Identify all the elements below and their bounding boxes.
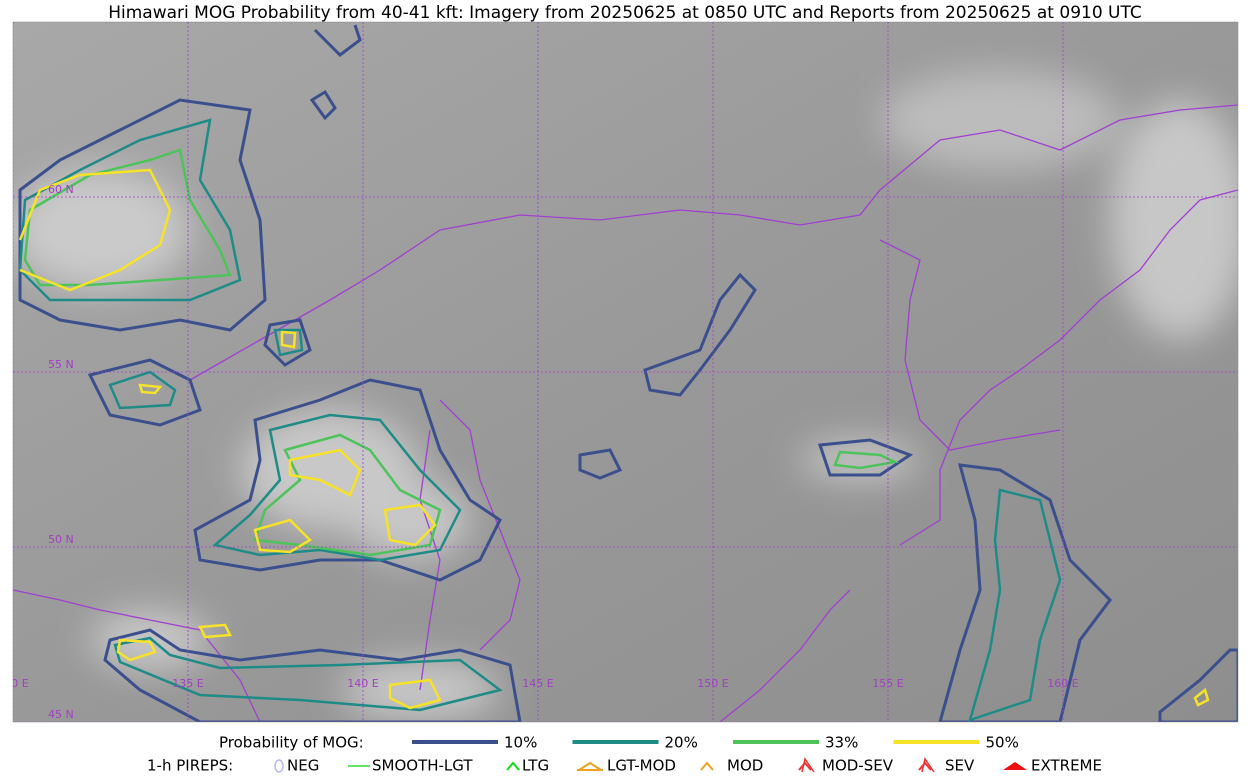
pirep-label: SEV bbox=[945, 757, 975, 775]
pirep-icon bbox=[801, 757, 815, 773]
lon-label: 130 E bbox=[0, 677, 29, 690]
lat-label: 55 N bbox=[48, 358, 74, 371]
legend-label: 20% bbox=[665, 734, 698, 752]
lon-label: 140 E bbox=[347, 677, 378, 690]
contours bbox=[18, 24, 1238, 722]
pirep-icon bbox=[798, 761, 812, 771]
title: Himawari MOG Probability from 40-41 kft:… bbox=[108, 3, 1142, 23]
pirep-label: MOD bbox=[727, 757, 763, 775]
pirep-icon bbox=[700, 761, 714, 771]
pirep-icon bbox=[274, 759, 284, 773]
lon-label: 145 E bbox=[522, 677, 553, 690]
pirep-icon bbox=[921, 757, 935, 773]
map: 130 E 135 E 140 E 145 E 150 E 155 E 160 E 60 N 5… bbox=[0, 22, 1238, 722]
lon-label: 160 E bbox=[1047, 677, 1078, 690]
lon-label: 155 E bbox=[872, 677, 903, 690]
pirep-icon bbox=[918, 761, 932, 771]
legend-label: 50% bbox=[986, 734, 1019, 752]
pireps-title: 1-h PIREPS: bbox=[147, 757, 233, 775]
coastlines bbox=[13, 104, 1238, 722]
cloud-brightness bbox=[13, 70, 1238, 720]
lon-label: 150 E bbox=[697, 677, 728, 690]
legend-title: Probability of MOG: bbox=[219, 734, 364, 752]
legend-label: 33% bbox=[825, 734, 858, 752]
graticule: 130 E 135 E 140 E 145 E 150 E 155 E 160 E 60 N 5… bbox=[0, 22, 1238, 722]
pirep-icon bbox=[1003, 762, 1027, 770]
lon-label: 135 E bbox=[172, 677, 203, 690]
pirep-label: SMOOTH-LGT bbox=[372, 757, 473, 775]
lat-label: 50 N bbox=[48, 533, 74, 546]
legend: Probability of MOG: 10% 20% 33% 50% 1-h PIREP… bbox=[147, 734, 1102, 775]
pirep-label: EXTREME bbox=[1031, 757, 1102, 775]
map-frame bbox=[12, 21, 1239, 723]
legend-label: 10% bbox=[504, 734, 537, 752]
pirep-label: LTG bbox=[522, 757, 549, 775]
pirep-label: MOD-SEV bbox=[822, 757, 894, 775]
pirep-icon bbox=[578, 761, 602, 771]
lat-label: 60 N bbox=[48, 183, 74, 196]
pirep-icon bbox=[506, 761, 520, 771]
pirep-label: LGT-MOD bbox=[607, 757, 676, 775]
lat-label: 45 N bbox=[48, 708, 74, 721]
pirep-label: NEG bbox=[287, 757, 319, 775]
